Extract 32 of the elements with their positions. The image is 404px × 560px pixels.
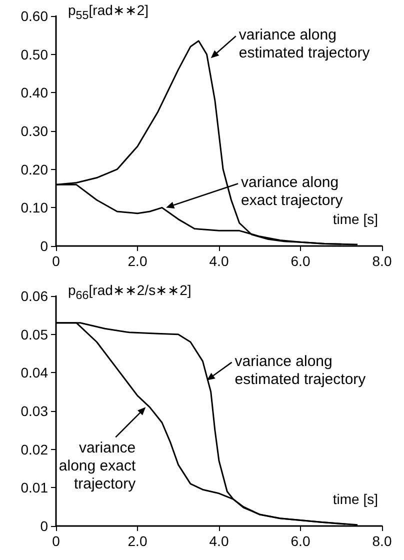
x-tick-label: 0 xyxy=(52,253,60,269)
y-tick-label: 0.40 xyxy=(20,84,48,101)
x-tick-label: 2.0 xyxy=(128,533,148,549)
x-tick-label: 4.0 xyxy=(209,253,229,269)
y-axis-title: p$_{55}$[rad∗∗2] xyxy=(68,2,149,22)
x-tick-label: 2.0 xyxy=(128,253,148,269)
annotation: variance along estimated trajectory xyxy=(234,352,366,388)
x-tick-label: 8.0 xyxy=(372,253,392,269)
annotation: variance along exact trajectory xyxy=(58,440,136,493)
y-tick-label: 0 xyxy=(40,238,48,254)
y-tick-label: 0.01 xyxy=(20,480,48,496)
y-axis-title: p$_{66}$[rad∗∗2/s∗∗2] xyxy=(68,282,192,302)
annotation: variance along exact trajectory xyxy=(241,174,344,210)
y-tick-label: 0.60 xyxy=(20,8,48,24)
x-axis-title: time [s] xyxy=(332,211,378,227)
y-tick-label: 0.04 xyxy=(20,364,48,381)
x-axis-title: time [s] xyxy=(332,491,378,507)
y-tick-label: 0.06 xyxy=(20,288,48,304)
y-tick-label: 0 xyxy=(40,518,48,534)
x-tick-label: 4.0 xyxy=(209,533,229,549)
y-tick-label: 0.02 xyxy=(20,441,48,458)
y-tick-label: 0.20 xyxy=(20,161,48,178)
y-tick-label: 0.30 xyxy=(20,123,48,139)
y-tick-label: 0.05 xyxy=(20,326,48,342)
y-tick-label: 0.50 xyxy=(20,46,48,62)
x-tick-label: 6.0 xyxy=(290,253,310,269)
y-tick-label: 0.03 xyxy=(20,403,48,419)
x-tick-label: 8.0 xyxy=(372,533,392,549)
x-tick-label: 0 xyxy=(52,533,60,549)
y-tick-label: 0.10 xyxy=(20,200,48,216)
x-tick-label: 6.0 xyxy=(290,533,310,549)
annotation: variance along estimated trajectory xyxy=(238,26,370,62)
